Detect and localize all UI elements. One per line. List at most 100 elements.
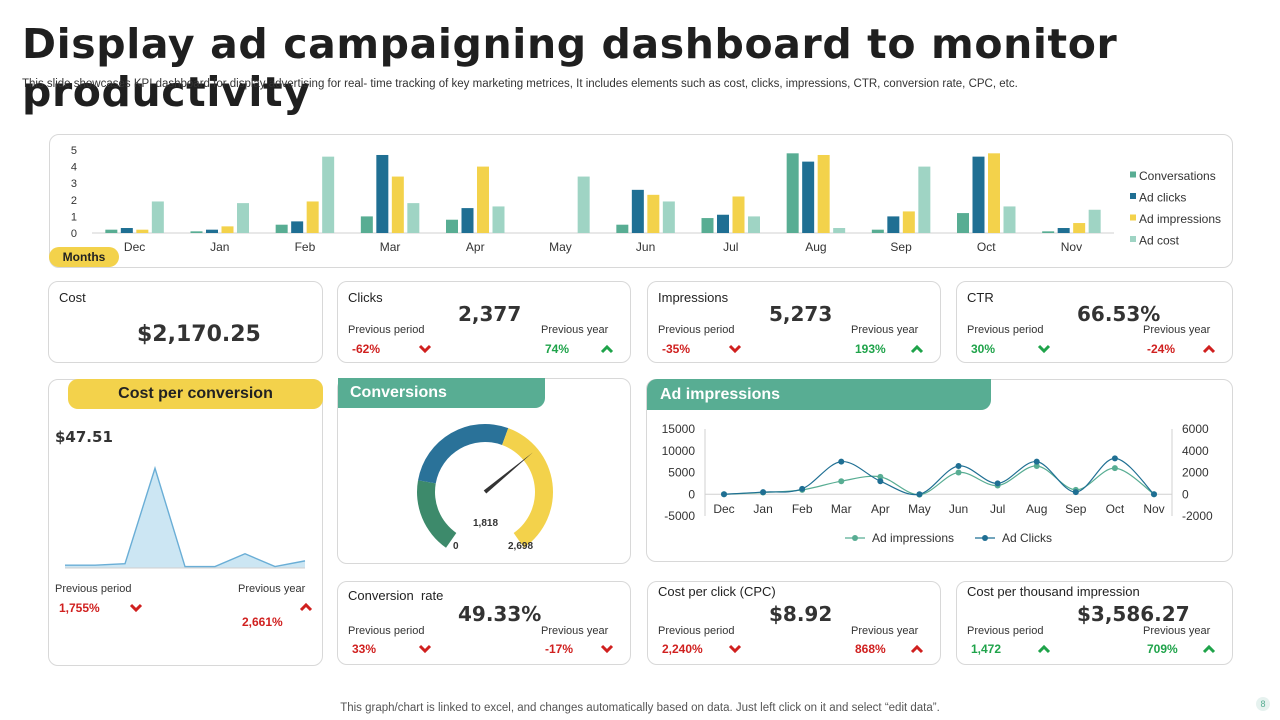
legend-label: Conversations: [1139, 169, 1216, 183]
x-tick-label: May: [549, 240, 572, 254]
x-tick-label: Sep: [890, 240, 912, 254]
bar-ad-clicks: [1057, 228, 1070, 233]
point-ad-impressions: [838, 478, 845, 485]
point-ad-clicks: [955, 462, 962, 469]
x-tick-label: Jul: [723, 240, 738, 254]
point-ad-impressions: [1111, 465, 1118, 472]
chevron-up-icon: [910, 344, 924, 354]
conversion-rate-value: 49.33%: [458, 602, 542, 626]
x-tick-label: Aug: [1026, 502, 1047, 516]
gauge-segment-low: [417, 480, 457, 548]
x-tick-label: Jul: [990, 502, 1005, 516]
bar-ad-cost: [577, 176, 590, 233]
cpm-prev-year-label: Previous year: [1143, 625, 1211, 637]
impressions-label: Impressions: [658, 290, 729, 305]
bar-conversations: [871, 229, 884, 233]
chevron-down-icon: [728, 344, 742, 354]
clicks-label: Clicks: [348, 290, 383, 305]
cpc-prev-period-label: Previous period: [658, 625, 735, 637]
point-ad-clicks: [1151, 491, 1157, 498]
cost-label: Cost: [59, 290, 86, 305]
conversions-title: Conversions: [338, 378, 545, 408]
x-tick-label: May: [908, 502, 931, 516]
bar-ad-clicks: [631, 189, 644, 233]
point-ad-clicks: [1111, 455, 1118, 462]
legend-label: Ad impressions: [1139, 212, 1221, 226]
impressions-card[interactable]: Impressions 5,273 Previous period Previo…: [647, 281, 941, 363]
x-tick-label: Oct: [977, 240, 996, 254]
gauge-max-label: 2,698: [508, 541, 534, 552]
bar-conversations: [786, 153, 799, 233]
bar-ad-cost: [662, 201, 675, 233]
bar-ad-impressions: [988, 153, 1000, 233]
bar-ad-cost: [1088, 209, 1101, 233]
area-line: [65, 465, 306, 568]
ctr-card[interactable]: CTR 66.53% Previous period Previous year…: [956, 281, 1233, 363]
point-ad-clicks: [760, 489, 767, 496]
x-tick-label: Mar: [380, 240, 401, 254]
right-tick-label: 0: [1182, 487, 1189, 501]
chevron-up-icon: [1037, 644, 1051, 654]
left-tick-label: -5000: [664, 509, 695, 523]
cost-per-conversion-panel[interactable]: $47.51 Previous period Previous year 1,7…: [48, 379, 323, 666]
cpm-prev-period-value: 1,472: [971, 642, 1002, 656]
bar-conversations: [957, 213, 969, 233]
bar-conversations: [360, 216, 373, 233]
monthly-bar-chart: 0 1 2 3 4 5 Dec Jan Feb Mar Apr May Jun Jul Aug Sep Oct N…: [71, 145, 1221, 254]
cpc-card[interactable]: Cost per click (CPC) $8.92 Previous peri…: [647, 581, 941, 665]
point-ad-clicks: [916, 491, 923, 498]
conversions-panel[interactable]: 1,818 0 2,698: [337, 378, 631, 564]
gauge-segment-high: [502, 428, 553, 548]
cost-per-conversion-title: Cost per conversion: [68, 379, 323, 409]
point-ad-clicks: [994, 480, 1001, 487]
area-fill: [65, 468, 305, 568]
bar-ad-cost: [918, 166, 931, 233]
x-tick-label: Sep: [1065, 502, 1087, 516]
x-tick-label: Dec: [713, 502, 734, 516]
right-tick-label: 6000: [1182, 422, 1209, 436]
chevron-up-icon: [1202, 644, 1216, 654]
legend-swatch: [1130, 214, 1136, 221]
chevron-up-icon: [600, 344, 614, 354]
point-ad-clicks: [1033, 458, 1040, 465]
legend-marker: [852, 535, 858, 541]
page-number: 8: [1256, 697, 1270, 711]
legend-label: Ad Clicks: [1002, 531, 1052, 545]
ctr-prev-period-value: 30%: [971, 342, 996, 356]
cpc-label: Cost per click (CPC): [658, 584, 776, 599]
clicks-prev-period-value: -62%: [352, 342, 381, 356]
point-ad-impressions: [877, 473, 884, 480]
point-ad-clicks: [1072, 489, 1079, 496]
x-tick-label: Nov: [1143, 502, 1164, 516]
gauge-value-label: 1,818: [473, 518, 499, 529]
conversion-rate-card[interactable]: Conversion rate 49.33% Previous period P…: [337, 581, 631, 665]
ctr-label: CTR: [967, 290, 994, 305]
x-tick-label: Mar: [831, 502, 852, 516]
clicks-prev-year-value: 74%: [545, 342, 570, 356]
ad-impressions-line-chart: -5000 0 5000 10000 15000 -2000 0 2000 4000 6000 De…: [662, 422, 1213, 545]
bar-ad-impressions: [136, 229, 149, 233]
gauge-min-label: 0: [453, 541, 459, 552]
conversions-gauge: [417, 424, 553, 548]
cpconv-prev-year-label: Previous year: [238, 583, 306, 595]
legend-label: Ad impressions: [872, 531, 954, 545]
cpm-card[interactable]: Cost per thousand impression $3,586.27 P…: [956, 581, 1233, 665]
x-tick-label: Jan: [210, 240, 229, 254]
cpm-prev-period-label: Previous period: [967, 625, 1044, 637]
cpc-prev-year-value: 868%: [855, 642, 886, 656]
cost-per-conversion-area-chart: [65, 465, 306, 569]
bar-ad-impressions: [817, 154, 830, 233]
x-tick-label: Feb: [792, 502, 813, 516]
bar-ad-clicks: [972, 156, 985, 233]
clicks-card[interactable]: Clicks 2,377 Previous period Previous ye…: [337, 281, 631, 363]
cpconv-prev-year-value: 2,661%: [242, 615, 283, 629]
gauge-segment-mid: [418, 424, 509, 484]
y-tick-label: 5: [71, 145, 77, 157]
cpm-label: Cost per thousand impression: [967, 584, 1140, 599]
chevron-down-icon: [600, 644, 614, 654]
cost-card[interactable]: Cost $2,170.25: [48, 281, 323, 363]
cpconv-prev-period-label: Previous period: [55, 583, 132, 595]
y-tick-label: 1: [71, 211, 77, 223]
x-tick-label: Apr: [466, 240, 485, 254]
monthly-bar-chart-panel[interactable]: 0 1 2 3 4 5 Dec Jan Feb Mar Apr May Jun Jul Aug Sep Oct N…: [49, 134, 1233, 268]
